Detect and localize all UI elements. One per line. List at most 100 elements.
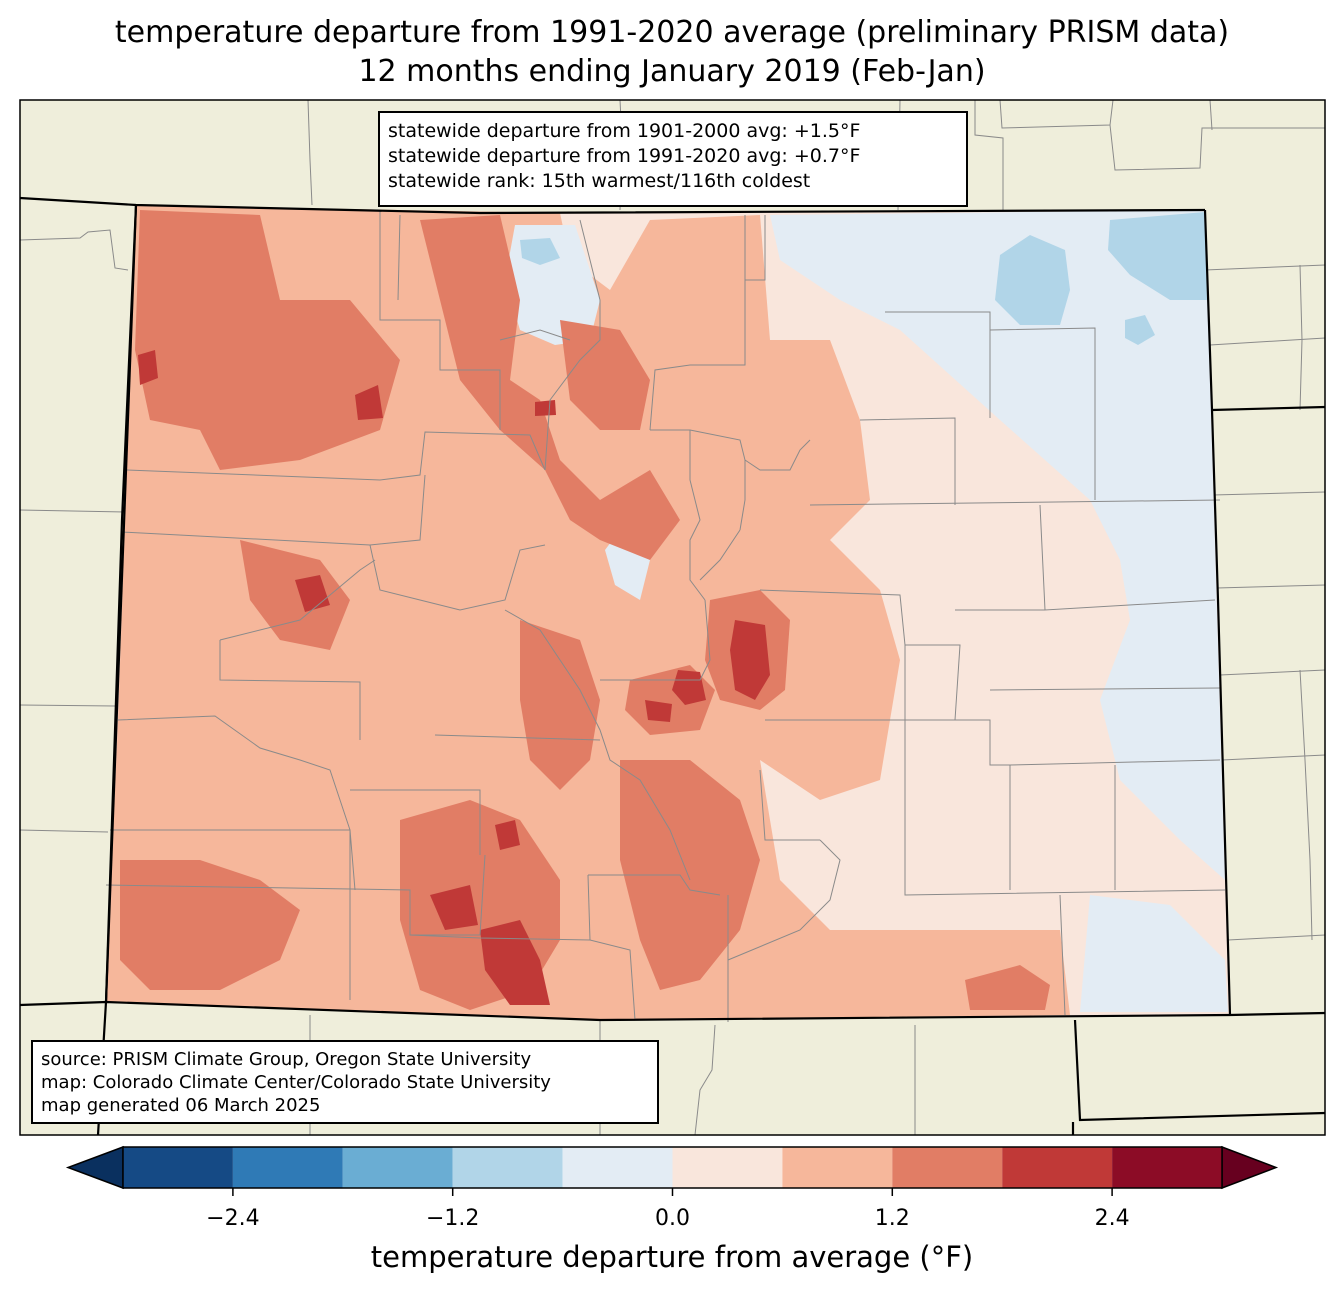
temp-region-1.8-2.4-sw	[430, 885, 478, 930]
map-title-line1: temperature departure from 1991-2020 ave…	[114, 15, 1230, 50]
county-line	[759, 769, 820, 841]
colorbar-tick-label: 0.0	[655, 1206, 690, 1231]
neighbor-county-line	[999, 99, 1114, 129]
county-line	[699, 529, 741, 581]
temp-region-neg1.2-neg0.6-n	[520, 238, 560, 265]
county-line	[219, 559, 376, 641]
temp-region-1.8-2.4-south	[480, 920, 550, 1005]
neighbor-county-line	[19, 704, 116, 707]
neighbor-county-line	[1204, 264, 1326, 271]
neighbor-county-line	[1212, 491, 1326, 496]
temp-region-neg1.2-neg0.6-ne1	[995, 235, 1070, 325]
map-title-line2: 12 months ending January 2019 (Feb-Jan)	[358, 54, 986, 89]
county-line	[588, 874, 721, 896]
stats-line-1991-2020: statewide departure from 1991-2020 avg: …	[388, 145, 861, 167]
neighbor-county-line	[1209, 337, 1326, 346]
county-line	[126, 431, 546, 481]
credits-generated: map generated 06 March 2025	[41, 1095, 321, 1116]
neighbor-county-line	[19, 509, 126, 513]
neighbor-county-line	[307, 99, 313, 206]
colorbar-bin	[123, 1147, 233, 1188]
temp-region-1.2-1.8-nw	[135, 210, 400, 470]
county-line	[744, 215, 766, 281]
neighbor-county-line	[1109, 124, 1325, 171]
county-line	[765, 719, 1010, 766]
colorbar-tick-label: −1.2	[425, 1206, 480, 1231]
neighbor-county-line	[1221, 754, 1326, 761]
temp-region-1.8-2.4-mid	[672, 670, 706, 705]
neighbor-county-line	[1216, 584, 1326, 589]
county-line	[600, 599, 711, 681]
county-line	[809, 499, 1221, 506]
state-line-co-south	[19, 1000, 1326, 1022]
neighbor-county-line	[19, 829, 109, 833]
state-line-ok-border	[1073, 1019, 1326, 1122]
neighbor-county-line	[974, 100, 1004, 210]
county-line	[121, 474, 426, 546]
colorbar-tick-label: 2.4	[1094, 1206, 1130, 1231]
county-line	[369, 544, 546, 611]
temp-region-1.2-1.8-n	[420, 215, 680, 560]
temp-region-1.8-2.4-nc	[535, 400, 556, 416]
county-line	[434, 734, 601, 741]
neighbor-county-line	[1227, 934, 1326, 941]
colorbar-bin	[672, 1147, 783, 1188]
neighbor-county-line	[1209, 99, 1213, 131]
colorbar-bin	[1112, 1147, 1222, 1188]
county-line	[744, 439, 811, 471]
county-line	[1059, 894, 1066, 1016]
county-line	[219, 640, 361, 740]
colorbar-bin	[452, 1147, 563, 1188]
temp-region-1.8-2.4-front	[730, 620, 770, 700]
county-line	[499, 329, 571, 341]
temp-region-1.2-1.8-w	[240, 540, 350, 650]
county-line	[859, 417, 956, 505]
neighbor-county-line	[1299, 669, 1313, 941]
colorbar-bin	[1002, 1147, 1113, 1188]
colorbar-bin	[892, 1147, 1003, 1188]
county-line	[587, 874, 591, 941]
county-line	[727, 839, 841, 961]
temp-region-neg1.2-neg0.6-ne2	[1108, 212, 1207, 300]
county-line	[1009, 759, 1221, 766]
county-line	[989, 327, 1096, 500]
credits-source: source: PRISM Climate Group, Oregon Stat…	[41, 1049, 532, 1070]
county-line	[117, 715, 351, 831]
credits-map: map: Colorado Climate Center/Colorado St…	[41, 1072, 551, 1093]
temp-region-neg1.2-neg0.6-e	[1125, 315, 1155, 345]
temp-region-1.8-2.4-n	[355, 385, 383, 420]
county-line	[350, 789, 481, 855]
colorbar-tick-label: −2.4	[206, 1206, 260, 1231]
colorbar	[65, 1145, 1279, 1196]
temp-region-1.2-1.8-c	[520, 620, 600, 790]
temp-region-1.2-1.8-nc	[560, 320, 650, 430]
state-line-wy-border	[19, 196, 1206, 215]
neighbor-county-line	[1219, 669, 1326, 676]
state-line-co-east	[1203, 209, 1232, 1016]
county-line	[544, 219, 601, 471]
temp-region-1.2-1.8-se	[965, 965, 1050, 1010]
county-line	[379, 210, 501, 430]
state-line-ne-ks-border	[1211, 405, 1326, 412]
colorbar-bin	[562, 1147, 673, 1188]
neighbor-county-line	[19, 229, 129, 271]
county-boundaries	[105, 210, 1226, 1022]
colorbar-over-arrow	[1221, 1145, 1279, 1190]
statewide-stats-box: statewide departure from 1901-2000 avg: …	[378, 111, 968, 207]
county-line	[504, 609, 691, 881]
credits-box: source: PRISM Climate Group, Oregon Stat…	[31, 1040, 659, 1124]
temp-region-1.8-2.4-nw	[138, 350, 158, 385]
county-line	[989, 687, 1221, 691]
colorbar-bin	[342, 1147, 453, 1188]
county-line	[904, 645, 1226, 896]
map-frame	[19, 99, 1326, 1136]
colorbar-under-arrow	[65, 1145, 124, 1190]
colorbar-label: temperature departure from average (°F)	[370, 1240, 974, 1274]
county-line	[649, 280, 746, 431]
stats-line-rank: statewide rank: 15th warmest/116th colde…	[388, 170, 811, 192]
colorbar-bin	[232, 1147, 343, 1188]
temp-region-neg0.6-0-se	[1080, 895, 1228, 1012]
temp-region-neg0.6-0-c	[605, 530, 650, 600]
temp-region-neg0.6-0-ne	[770, 210, 1225, 880]
colorbar-tick-label: 1.2	[874, 1206, 910, 1231]
